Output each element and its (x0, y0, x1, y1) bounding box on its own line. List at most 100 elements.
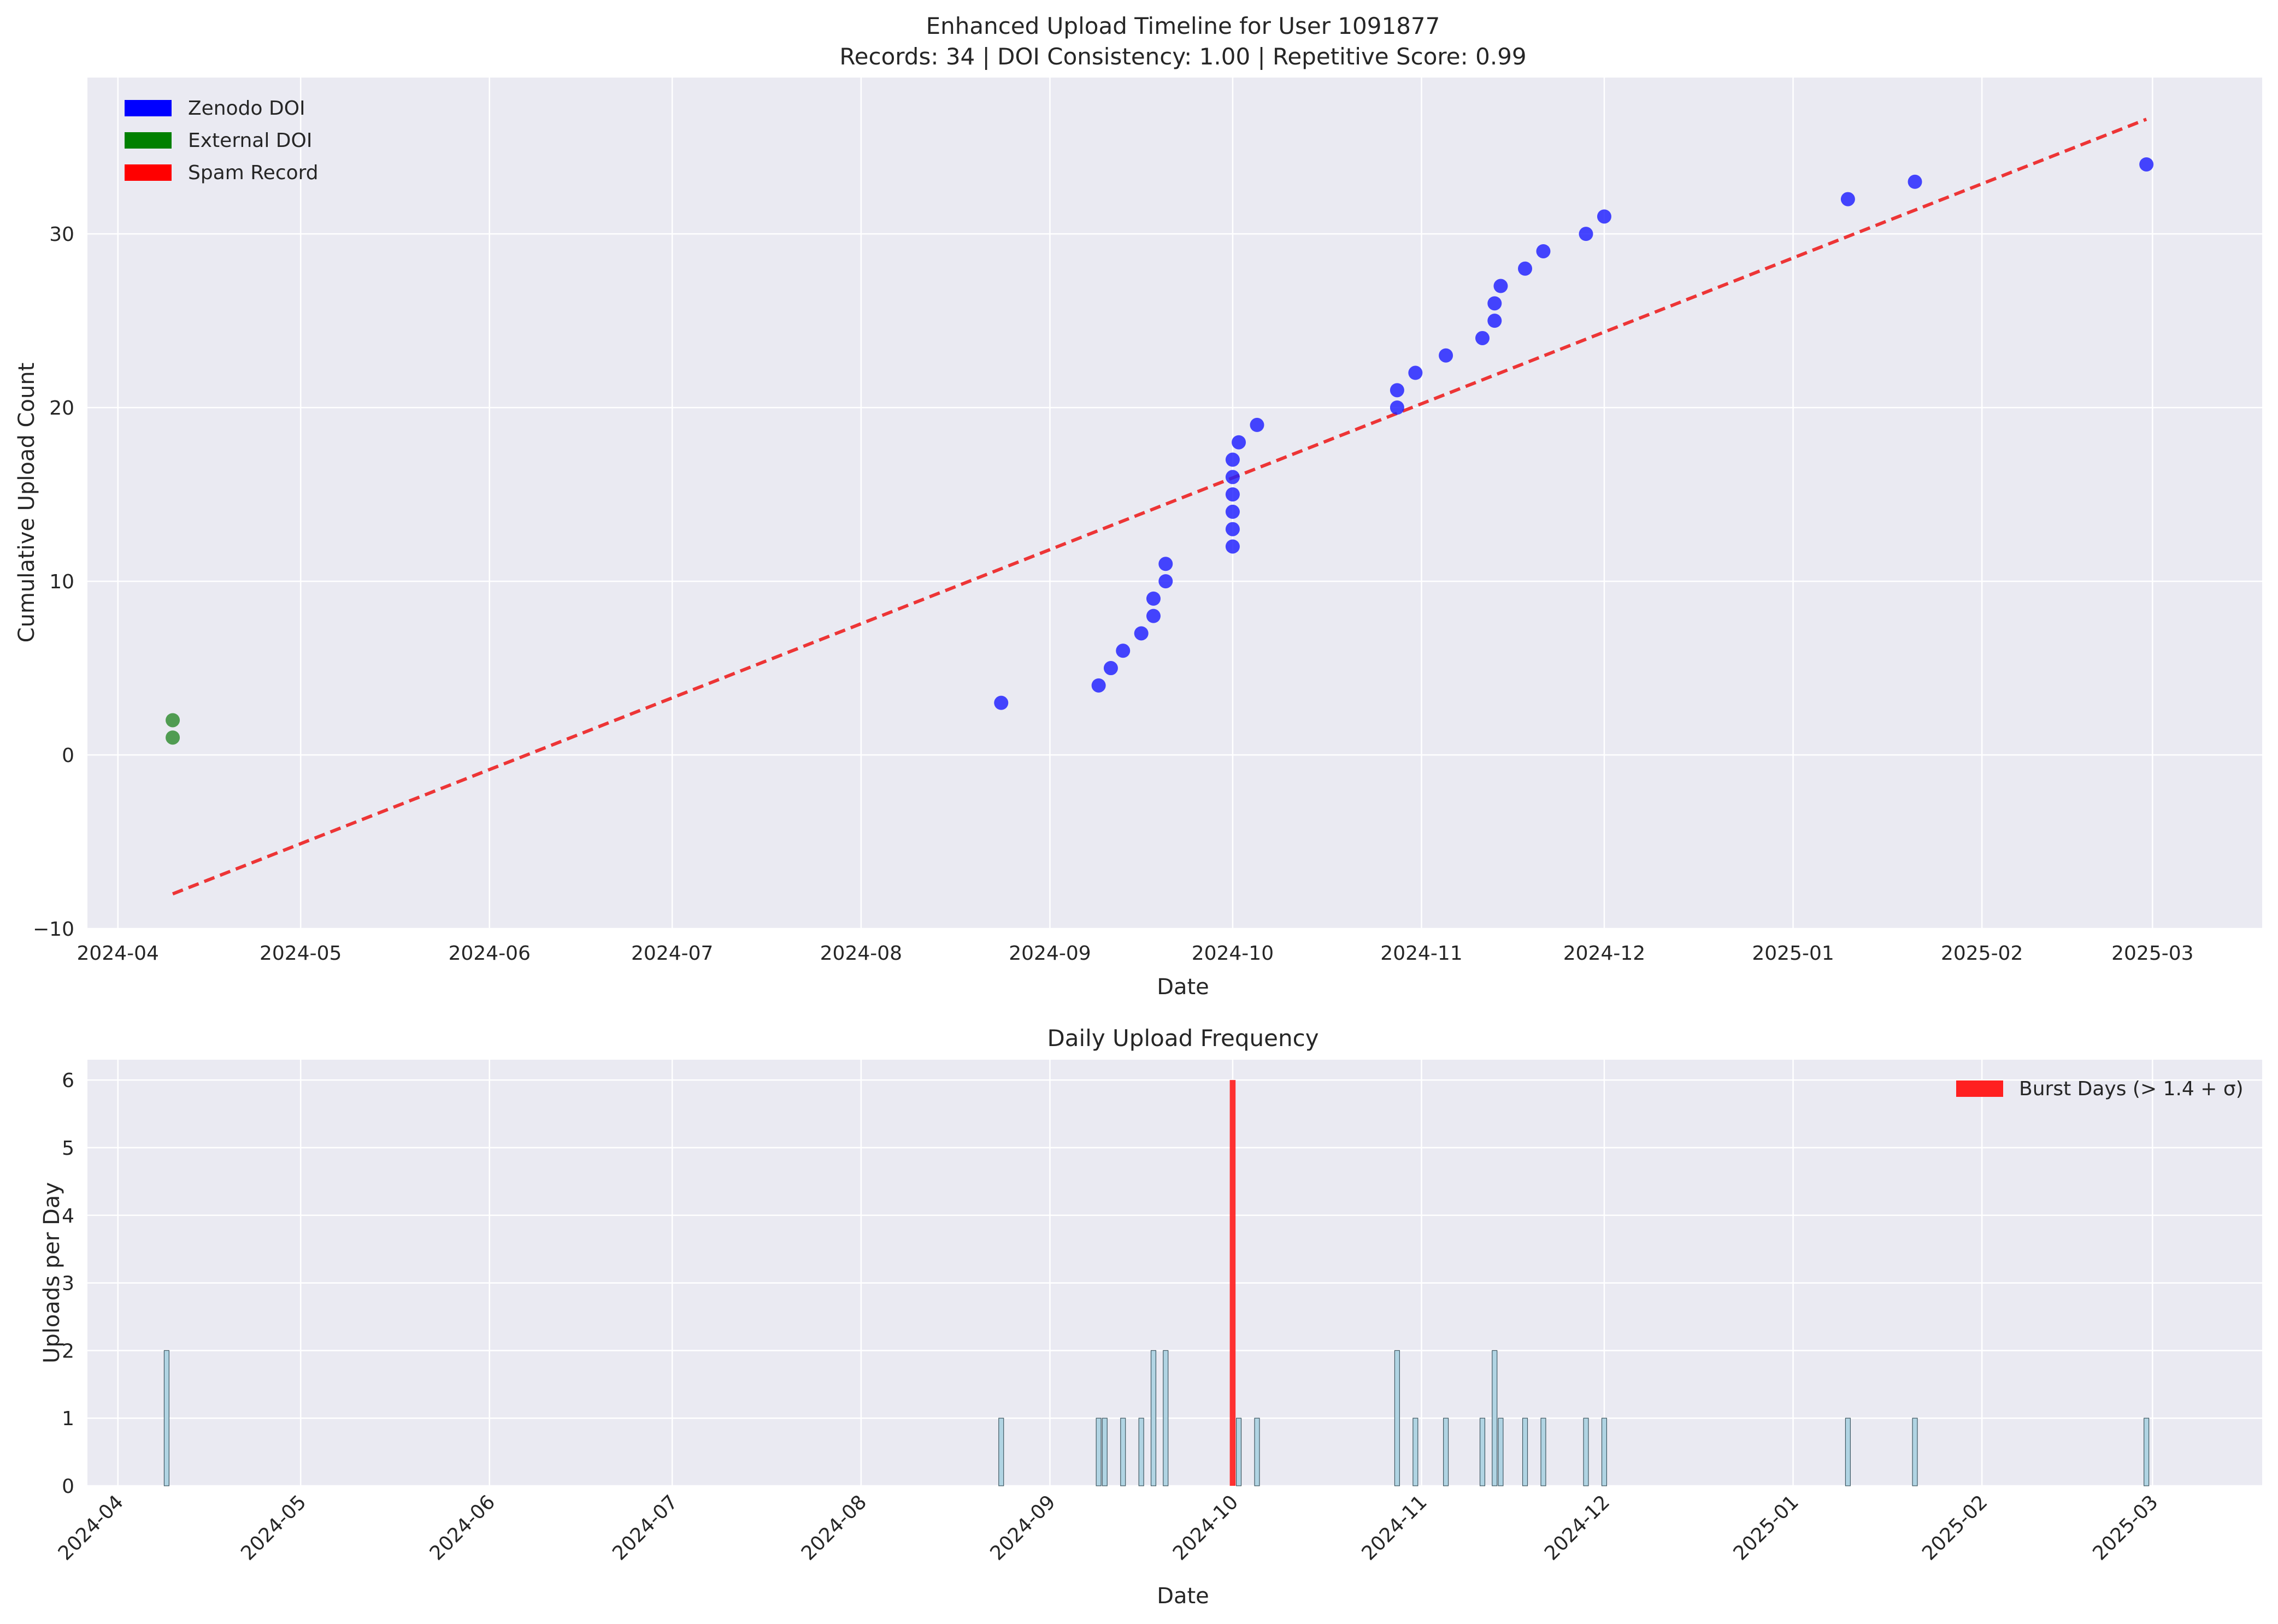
bar (1443, 1418, 1449, 1486)
x-tick-label: 2024-12 (1563, 942, 1645, 965)
x-axis-label: Date (1157, 1584, 1209, 1609)
data-point (1225, 522, 1240, 536)
y-tick-label: 10 (49, 571, 74, 593)
bar (1096, 1418, 1102, 1486)
bar (163, 1350, 169, 1486)
x-tick-label: 2024-05 (260, 942, 342, 965)
data-point (1103, 661, 1118, 676)
bar (1138, 1418, 1144, 1486)
data-point (1232, 435, 1246, 450)
data-point (1250, 417, 1264, 432)
data-point (1146, 591, 1161, 606)
bar (1102, 1418, 1108, 1486)
y-tick-label: 5 (62, 1137, 74, 1160)
legend-swatch-burst (1956, 1080, 2003, 1097)
bar (1235, 1418, 1242, 1486)
bars (163, 1080, 2150, 1486)
x-tick-label: 2024-10 (1192, 942, 1274, 965)
data-point (1408, 365, 1423, 380)
x-axis-label: Date (1157, 975, 1209, 1000)
bar (1120, 1418, 1126, 1486)
plot-area (87, 1060, 2262, 1486)
bar (998, 1418, 1004, 1486)
burst-bar (1229, 1080, 1236, 1486)
legend-swatch-zenodo (125, 100, 172, 116)
y-axis-label: Cumulative Upload Count (14, 363, 39, 643)
bar (1522, 1418, 1528, 1486)
data-point (1840, 192, 1855, 206)
x-tick-label: 2024-04 (77, 942, 159, 965)
bar (1498, 1418, 1504, 1486)
y-tick-label: 30 (49, 223, 74, 246)
legend-label-burst: Burst Days (> 1.4 + σ) (2019, 1078, 2244, 1100)
data-point (1390, 383, 1404, 398)
chart-subtitle: Records: 34 | DOI Consistency: 1.00 | Re… (839, 43, 1526, 70)
data-point (1518, 261, 1533, 276)
bar (1912, 1418, 1918, 1486)
bar (1583, 1418, 1589, 1486)
legend-label-external: External DOI (188, 129, 312, 152)
legend-swatch-spam (125, 164, 172, 181)
data-point (166, 713, 180, 728)
x-tick-label: 2025-02 (1941, 942, 2023, 965)
bar (1845, 1418, 1851, 1486)
data-point (1134, 626, 1149, 641)
bar (1412, 1418, 1418, 1486)
data-point (1225, 470, 1240, 485)
y-tick-label: 20 (49, 397, 74, 420)
data-point (1158, 574, 1173, 589)
timeline-panel: Enhanced Upload Timeline for User 109187… (14, 13, 2262, 1000)
bar (1394, 1350, 1400, 1486)
bar (1254, 1418, 1260, 1486)
bar (1492, 1350, 1498, 1486)
y-tick-labels: 0 1 2 3 4 5 6 (62, 1070, 74, 1498)
legend-label-zenodo: Zenodo DOI (188, 97, 305, 120)
x-tick-label: 2024-08 (820, 942, 902, 965)
data-point (1487, 296, 1502, 311)
bar (1163, 1350, 1169, 1486)
y-tick-label: 3 (62, 1273, 74, 1295)
data-point (994, 695, 1009, 710)
y-tick-label: 4 (62, 1205, 74, 1227)
x-tick-label: 2024-11 (1380, 942, 1462, 965)
bar (1540, 1418, 1546, 1486)
data-point (1091, 678, 1106, 693)
bar (1479, 1418, 1486, 1486)
x-tick-label: 2024-06 (449, 942, 531, 965)
data-point (1225, 452, 1240, 467)
y-tick-label: 1 (62, 1408, 74, 1430)
bar (2144, 1418, 2150, 1486)
chart-title: Enhanced Upload Timeline for User 109187… (926, 13, 1440, 39)
data-point (1536, 244, 1551, 258)
y-tick-label: −10 (33, 918, 74, 941)
data-point (1390, 400, 1404, 415)
trend-line (172, 117, 2147, 896)
legend-label-spam: Spam Record (188, 162, 319, 184)
data-point (1146, 609, 1161, 623)
data-point (2139, 157, 2154, 172)
x-tick-label: 2024-07 (631, 942, 713, 965)
chart-title: Daily Upload Frequency (1047, 1025, 1318, 1052)
data-point (1908, 174, 1922, 189)
data-point (1475, 330, 1490, 345)
data-point (1225, 487, 1240, 502)
data-point (1579, 227, 1593, 241)
data-point (1493, 279, 1508, 293)
x-tick-labels: 2024-04 2024-05 2024-06 2024-07 2024-08 2024-… (77, 942, 2194, 965)
bar (1601, 1418, 1608, 1486)
data-point (1225, 539, 1240, 554)
grid (87, 78, 2262, 930)
data-point (1487, 314, 1502, 328)
y-tick-label: 6 (62, 1070, 74, 1092)
y-tick-label: 2 (62, 1340, 74, 1362)
x-tick-label: 2025-03 (2111, 942, 2193, 965)
bar (1150, 1350, 1157, 1486)
data-point (1225, 504, 1240, 519)
data-point (1158, 557, 1173, 571)
x-tick-label: 2025-01 (1752, 942, 1834, 965)
y-tick-label: 0 (62, 1475, 74, 1498)
y-tick-labels: −10 0 10 20 30 (33, 223, 74, 941)
y-axis-label: Uploads per Day (39, 1182, 64, 1363)
